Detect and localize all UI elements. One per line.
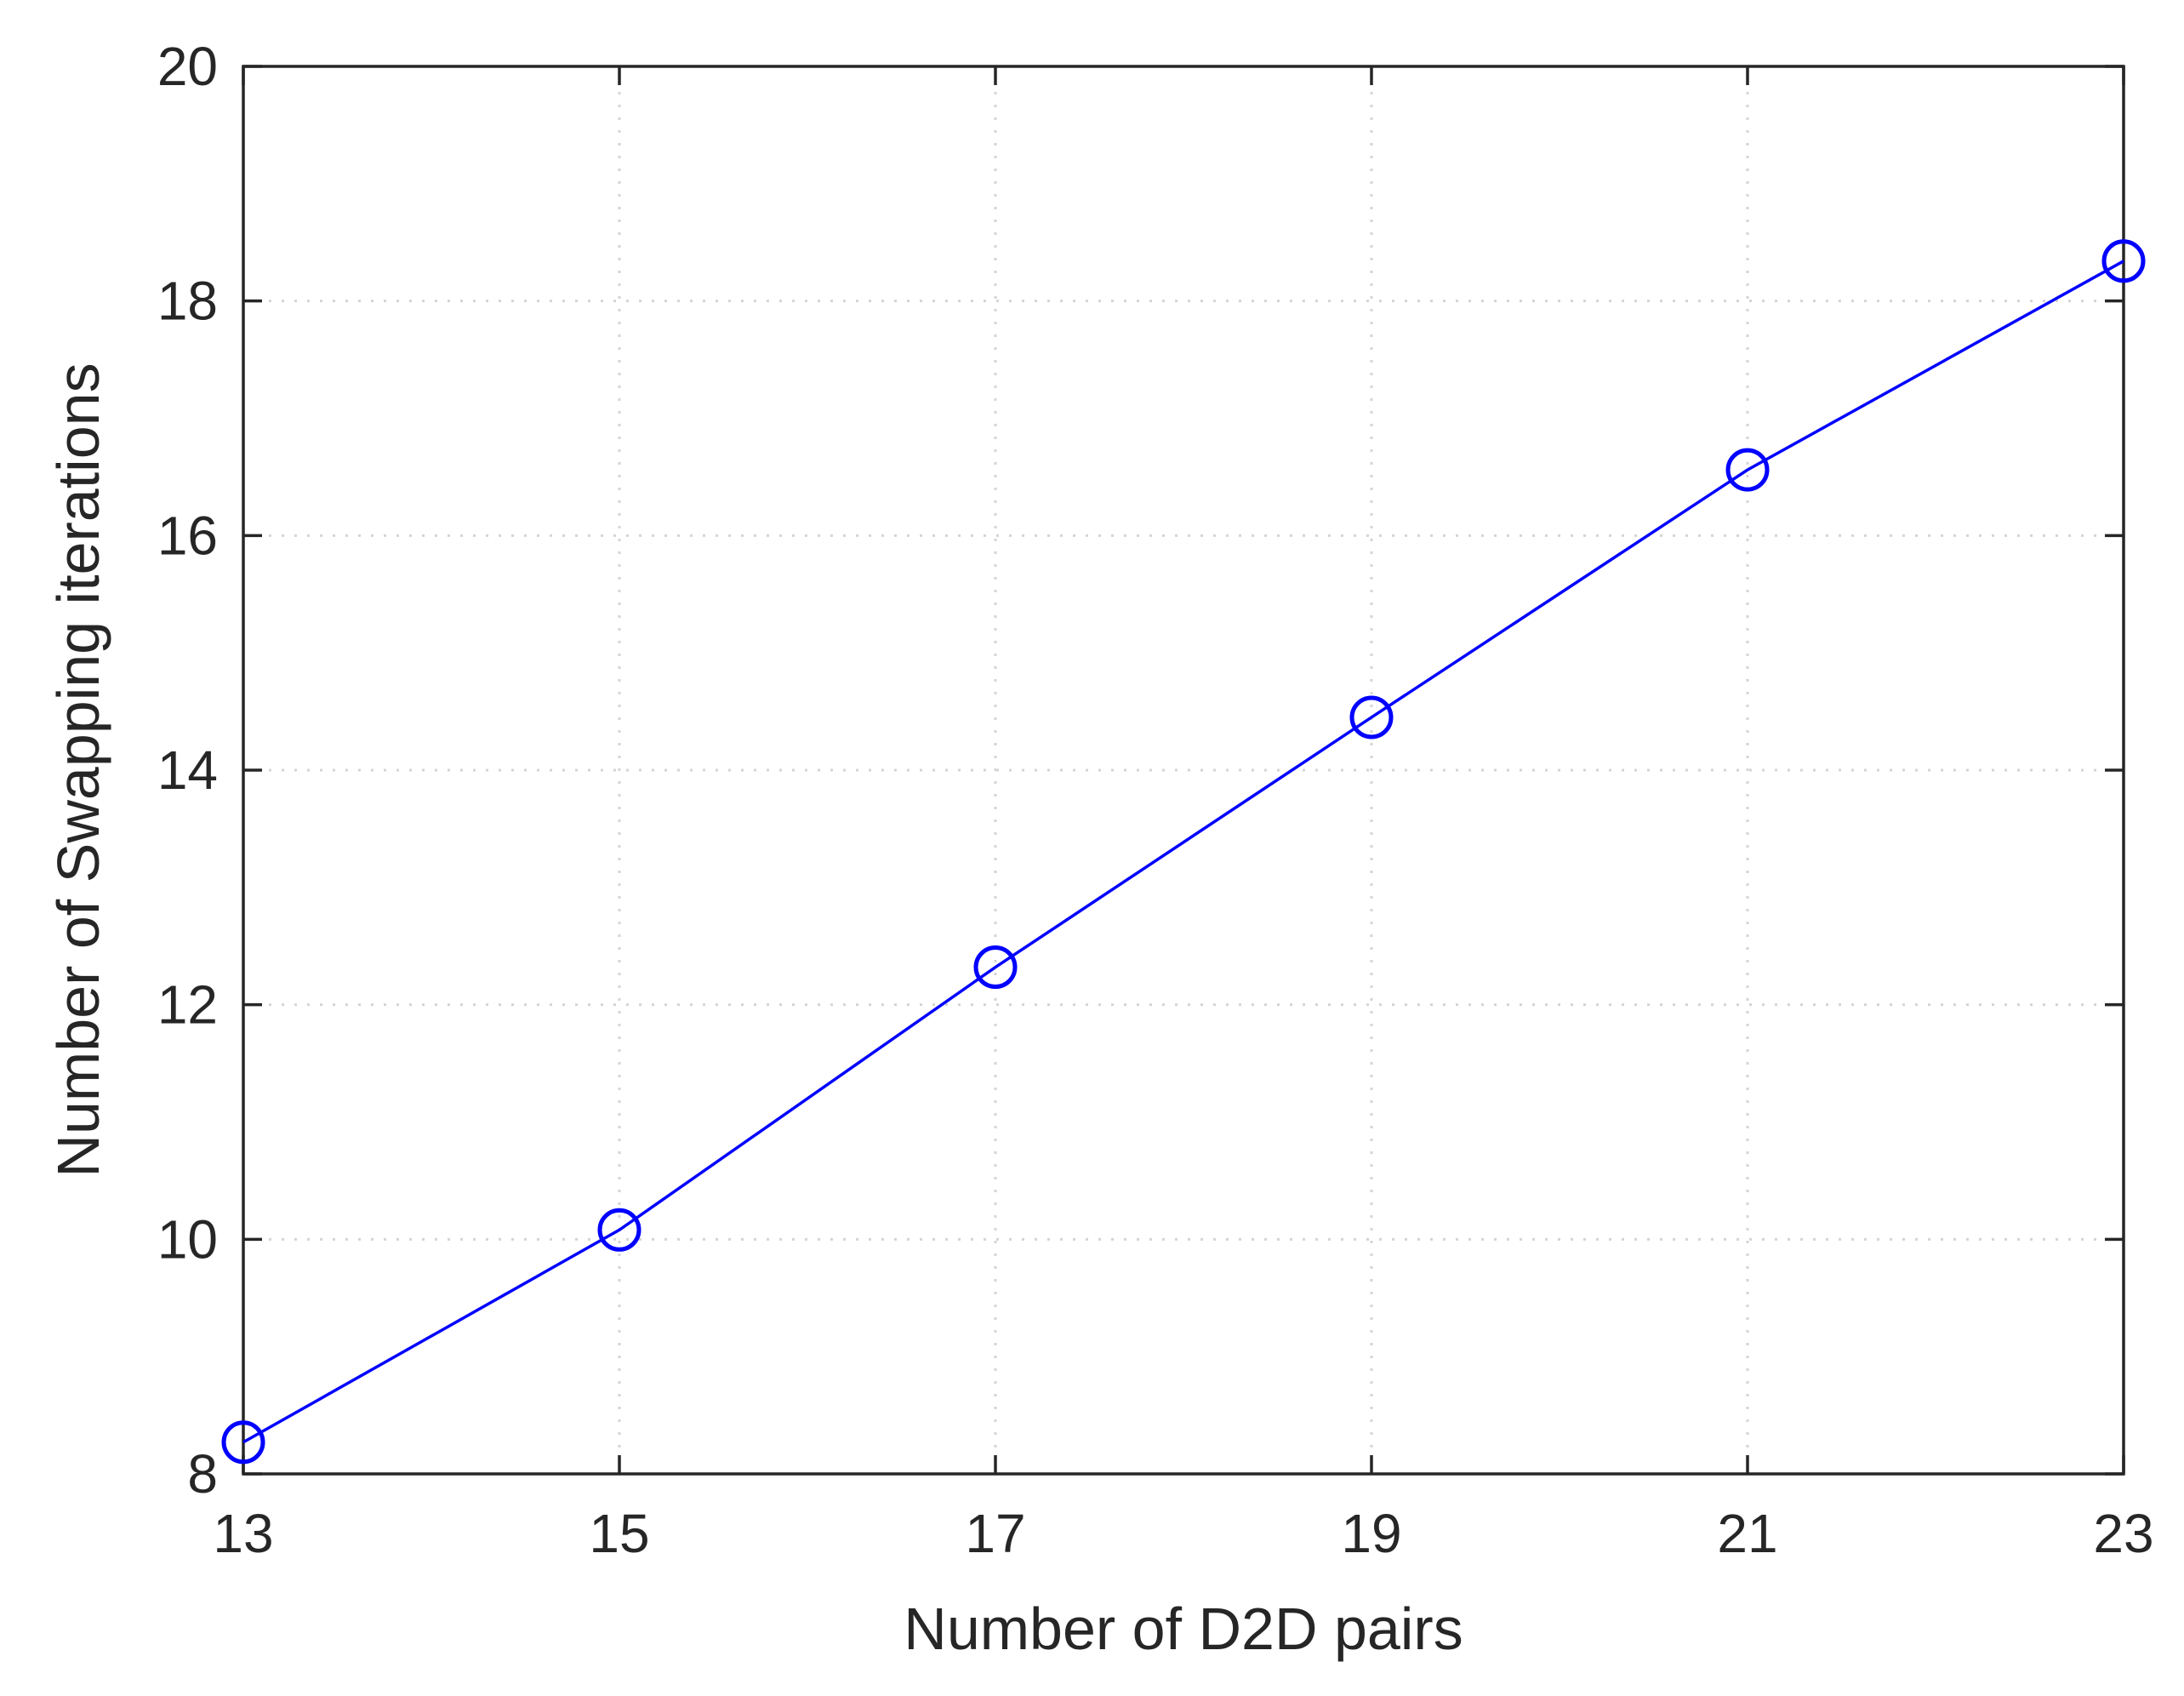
data-point-marker [1725, 448, 1770, 492]
data-point-marker [973, 945, 1018, 990]
x-tick-label: 13 [213, 1503, 273, 1564]
data-point-marker [221, 1420, 265, 1465]
y-axis-label: Number of Swapping iterations [45, 363, 111, 1177]
data-series [221, 239, 2146, 1465]
y-tick-label: 10 [157, 1208, 218, 1270]
x-tick-label: 19 [1341, 1503, 1401, 1564]
x-tick-label: 23 [2093, 1503, 2153, 1564]
x-tick-label: 17 [965, 1503, 1025, 1564]
y-tick-label: 14 [157, 740, 218, 801]
x-tick-label: 21 [1717, 1503, 1777, 1564]
y-tick-label: 20 [157, 36, 218, 97]
x-axis-label: Number of D2D pairs [904, 1596, 1463, 1662]
data-point-marker [1349, 695, 1394, 740]
data-point-marker [2101, 239, 2146, 283]
x-tick-label: 15 [589, 1503, 649, 1564]
series-line [242, 260, 2124, 1444]
y-tick-labels: 8 10 12 14 16 18 20 [157, 36, 218, 1505]
data-point-marker [597, 1208, 642, 1252]
y-tick-label: 16 [157, 505, 218, 566]
grid-lines [243, 66, 2124, 1474]
y-tick-label: 18 [157, 271, 218, 332]
x-tick-labels: 13 15 17 19 21 23 [213, 1503, 2153, 1564]
y-tick-label: 12 [157, 974, 218, 1036]
y-tick-label: 8 [187, 1443, 218, 1505]
plot-area-frame [242, 65, 2125, 1476]
